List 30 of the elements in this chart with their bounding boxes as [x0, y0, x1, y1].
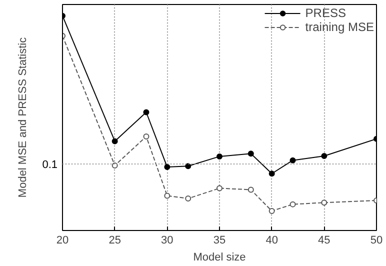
y-axis-title: Model MSE and PRESS Statistic [17, 36, 30, 198]
legend-label: PRESS [305, 6, 346, 20]
point [248, 150, 254, 157]
x-tick-label: 25 [108, 234, 121, 246]
x-tick-label: 50 [370, 234, 383, 246]
point [143, 134, 150, 140]
point [248, 186, 254, 193]
point [216, 185, 222, 192]
point [185, 163, 192, 170]
x-tick-label: 40 [266, 234, 278, 246]
x-axis-title: Model size [193, 252, 246, 264]
point [112, 162, 118, 168]
x-tick-label: 45 [318, 234, 330, 246]
point [321, 153, 328, 160]
point [112, 138, 118, 144]
point [290, 157, 296, 164]
point [290, 201, 296, 208]
point [164, 192, 170, 199]
legend-label: training MSE [305, 20, 374, 34]
point [321, 200, 328, 206]
text: 0.1 [42, 158, 58, 171]
point [268, 170, 275, 177]
x-tick-label: 20 [56, 234, 69, 246]
point [143, 109, 150, 116]
point [216, 153, 222, 160]
point [164, 164, 170, 170]
point [185, 196, 192, 202]
x-tick-label: 35 [213, 234, 226, 246]
x-tick-label: 30 [161, 234, 174, 246]
point [268, 208, 275, 214]
